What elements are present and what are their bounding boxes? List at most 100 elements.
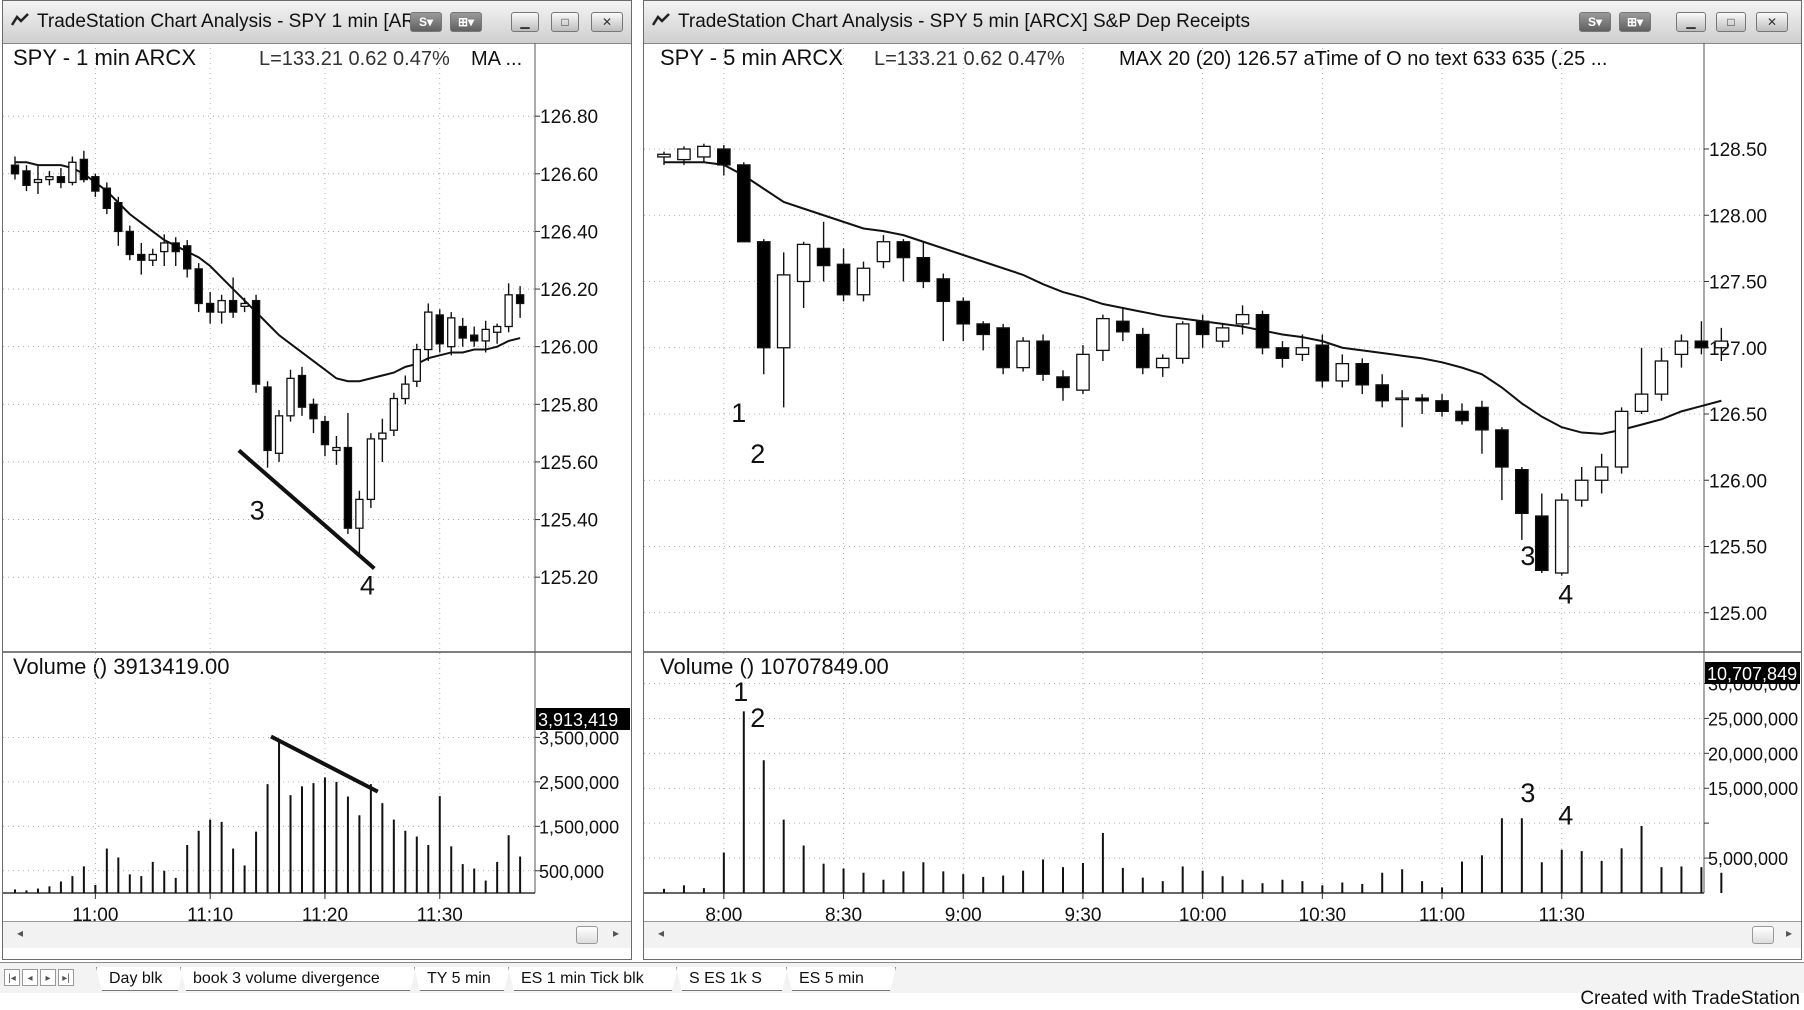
format-icon[interactable]: ⊞▾ xyxy=(1619,12,1651,32)
tradestation-logo-icon xyxy=(652,13,670,26)
minimize-button[interactable]: ▁ xyxy=(511,12,539,32)
symbol-link-icon[interactable]: S▾ xyxy=(1579,12,1611,32)
down-candle-body xyxy=(1455,410,1469,422)
down-candle-body xyxy=(1475,406,1489,431)
tab-es-5-min[interactable]: ES 5 min xyxy=(786,967,896,991)
candlestick xyxy=(137,242,146,275)
close-button[interactable]: ✕ xyxy=(591,12,623,32)
volume-tick-label: 25,000,000 xyxy=(1708,709,1798,729)
next-tab-icon[interactable]: ▸ xyxy=(40,969,56,986)
up-candle-body xyxy=(657,153,671,158)
symbol-link-icon[interactable]: S▾ xyxy=(410,12,442,32)
candlestick xyxy=(1395,390,1409,428)
candlestick xyxy=(366,433,376,509)
candlestick xyxy=(160,234,169,266)
candlestick xyxy=(1335,354,1350,388)
candlestick xyxy=(796,241,811,308)
up-candle-body xyxy=(1295,347,1310,356)
candlestick xyxy=(976,321,991,351)
volume-annotation-label: 4 xyxy=(1558,801,1573,831)
scroll-thumb[interactable] xyxy=(576,926,598,944)
volume-label: Volume () 3913419.00 xyxy=(13,654,230,679)
scroll-thumb[interactable] xyxy=(1752,926,1774,944)
candlestick xyxy=(677,146,691,165)
up-candle-body xyxy=(240,302,249,307)
down-candle-body xyxy=(1534,515,1549,571)
down-candle-body xyxy=(736,164,751,243)
down-candle-body xyxy=(1195,320,1210,336)
maximize-button[interactable]: □ xyxy=(1716,12,1746,32)
down-candle-body xyxy=(1255,313,1270,349)
time-tick-label: 11:30 xyxy=(1539,905,1585,926)
maximize-button[interactable]: □ xyxy=(551,12,579,32)
tab-s-es-1k-s[interactable]: S ES 1k S xyxy=(676,967,788,991)
last-tab-icon[interactable]: ▸| xyxy=(58,969,74,986)
first-tab-icon[interactable]: |◂ xyxy=(4,969,20,986)
price-tick-label: 125.50 xyxy=(1709,538,1767,559)
candlestick xyxy=(1455,403,1469,425)
candlestick xyxy=(1235,305,1250,335)
candlestick xyxy=(458,317,467,347)
price-tick-label: 128.00 xyxy=(1709,206,1767,227)
up-candle-body xyxy=(1674,340,1689,356)
up-candle-body xyxy=(274,415,284,454)
candlestick xyxy=(297,366,307,416)
tab-es-1-min-tick-blk[interactable]: ES 1 min Tick blk xyxy=(508,967,678,991)
candlestick xyxy=(1255,310,1270,355)
candlestick xyxy=(274,410,284,462)
right-scrollbar[interactable]: ◂ ▸ xyxy=(644,921,1801,948)
candlestick xyxy=(1614,407,1629,474)
format-icon[interactable]: ⊞▾ xyxy=(450,12,482,32)
time-tick-label: 9:30 xyxy=(1064,905,1101,926)
left-title-bar[interactable]: TradeStation Chart Analysis - SPY 1 min … xyxy=(3,1,631,44)
candlestick xyxy=(1315,334,1330,388)
down-candle-body xyxy=(435,314,444,345)
down-candle-body xyxy=(756,241,771,349)
tab-ty-5-min[interactable]: TY 5 min xyxy=(414,967,510,991)
candlestick xyxy=(263,381,272,468)
down-candle-body xyxy=(114,201,123,233)
candlestick xyxy=(1554,493,1569,576)
close-button[interactable]: ✕ xyxy=(1756,12,1788,32)
candlestick xyxy=(481,320,490,353)
scroll-right-icon[interactable]: ▸ xyxy=(1786,926,1793,940)
candlestick xyxy=(401,375,410,405)
tab-day-blk[interactable]: Day blk xyxy=(96,967,184,991)
down-candle-body xyxy=(263,386,272,452)
price-tick-label: 125.40 xyxy=(540,511,598,532)
candlestick xyxy=(171,237,180,266)
candlestick xyxy=(1175,321,1190,364)
up-candle-body xyxy=(1574,479,1589,501)
annotation-label: 4 xyxy=(360,570,375,600)
candlestick xyxy=(228,277,238,318)
left-scrollbar[interactable]: ◂ ▸ xyxy=(3,921,631,948)
time-tick-label: 8:30 xyxy=(825,905,862,926)
prev-tab-icon[interactable]: ◂ xyxy=(22,969,38,986)
down-candle-body xyxy=(1375,384,1390,402)
tab-book-3-volume-divergence[interactable]: book 3 volume divergence xyxy=(180,967,416,991)
scroll-left-icon[interactable]: ◂ xyxy=(658,926,665,940)
down-candle-body xyxy=(717,148,731,166)
up-candle-body xyxy=(45,176,54,181)
candlestick xyxy=(1215,323,1230,348)
left-window-title: TradeStation Chart Analysis - SPY 1 min … xyxy=(37,11,431,32)
candlestick xyxy=(182,240,192,278)
volume-badge: 3,913,419 xyxy=(538,710,618,730)
candlestick xyxy=(1475,400,1489,454)
annotation-label: 2 xyxy=(750,439,765,469)
down-candle-body xyxy=(320,420,330,446)
scroll-right-icon[interactable]: ▸ xyxy=(613,926,620,940)
scroll-left-icon[interactable]: ◂ xyxy=(17,926,24,940)
annotation-label: 3 xyxy=(250,496,265,526)
candlestick xyxy=(1634,347,1649,414)
right-title-bar[interactable]: TradeStation Chart Analysis - SPY 5 min … xyxy=(644,1,1801,44)
down-candle-body xyxy=(458,325,467,339)
minimize-button[interactable]: ▁ xyxy=(1676,12,1706,32)
up-candle-body xyxy=(1215,327,1230,342)
price-tick-label: 126.00 xyxy=(1709,471,1767,492)
price-tick-label: 126.80 xyxy=(540,107,598,128)
up-candle-body xyxy=(677,148,691,161)
candlestick xyxy=(10,156,20,180)
up-candle-body xyxy=(1096,317,1110,352)
up-candle-body xyxy=(697,145,711,158)
